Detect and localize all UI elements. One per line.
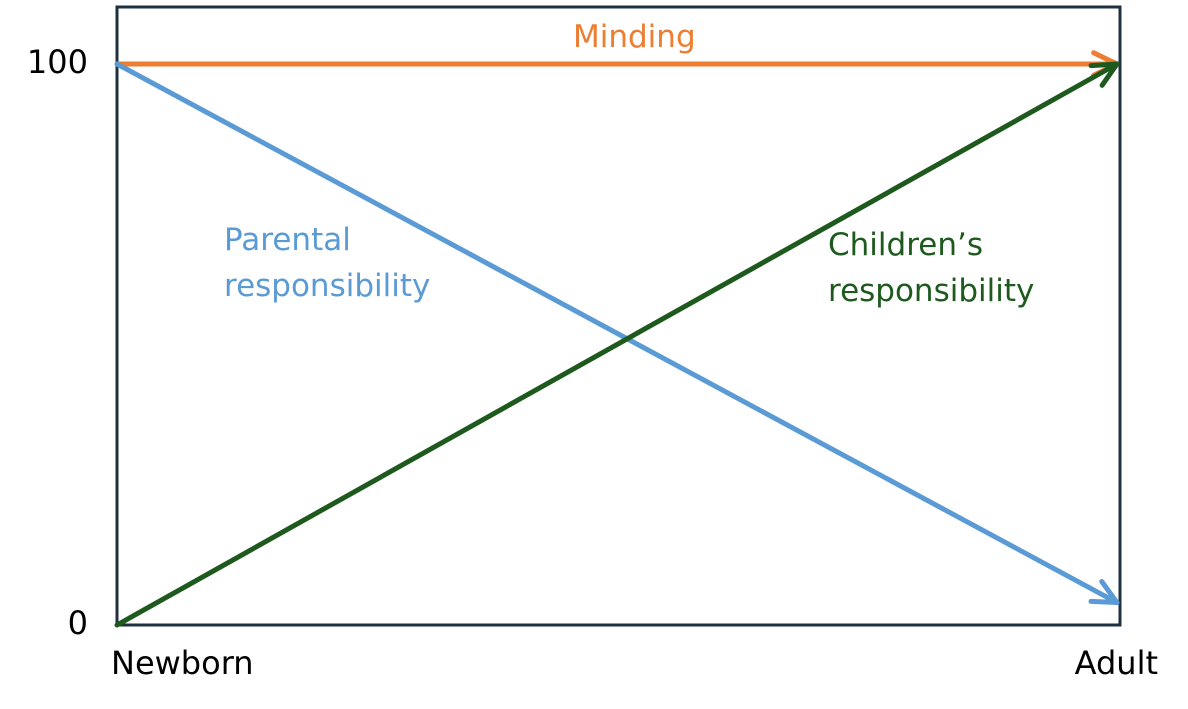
arrowhead bbox=[1088, 579, 1120, 606]
arrowhead bbox=[1088, 61, 1120, 88]
x-tick-label: Newborn bbox=[111, 644, 254, 682]
y-tick-label: 100 bbox=[27, 43, 88, 81]
plot-frame bbox=[115, 5, 1122, 627]
x-tick-label: Adult bbox=[1075, 644, 1158, 682]
series-label: Parental responsibility bbox=[224, 222, 431, 304]
y-tick-label: 0 bbox=[68, 604, 88, 642]
series-line bbox=[114, 61, 1120, 606]
series-label: Minding bbox=[573, 19, 696, 55]
series-label: Children’s responsibility bbox=[828, 227, 1035, 309]
series-line bbox=[114, 61, 1120, 628]
